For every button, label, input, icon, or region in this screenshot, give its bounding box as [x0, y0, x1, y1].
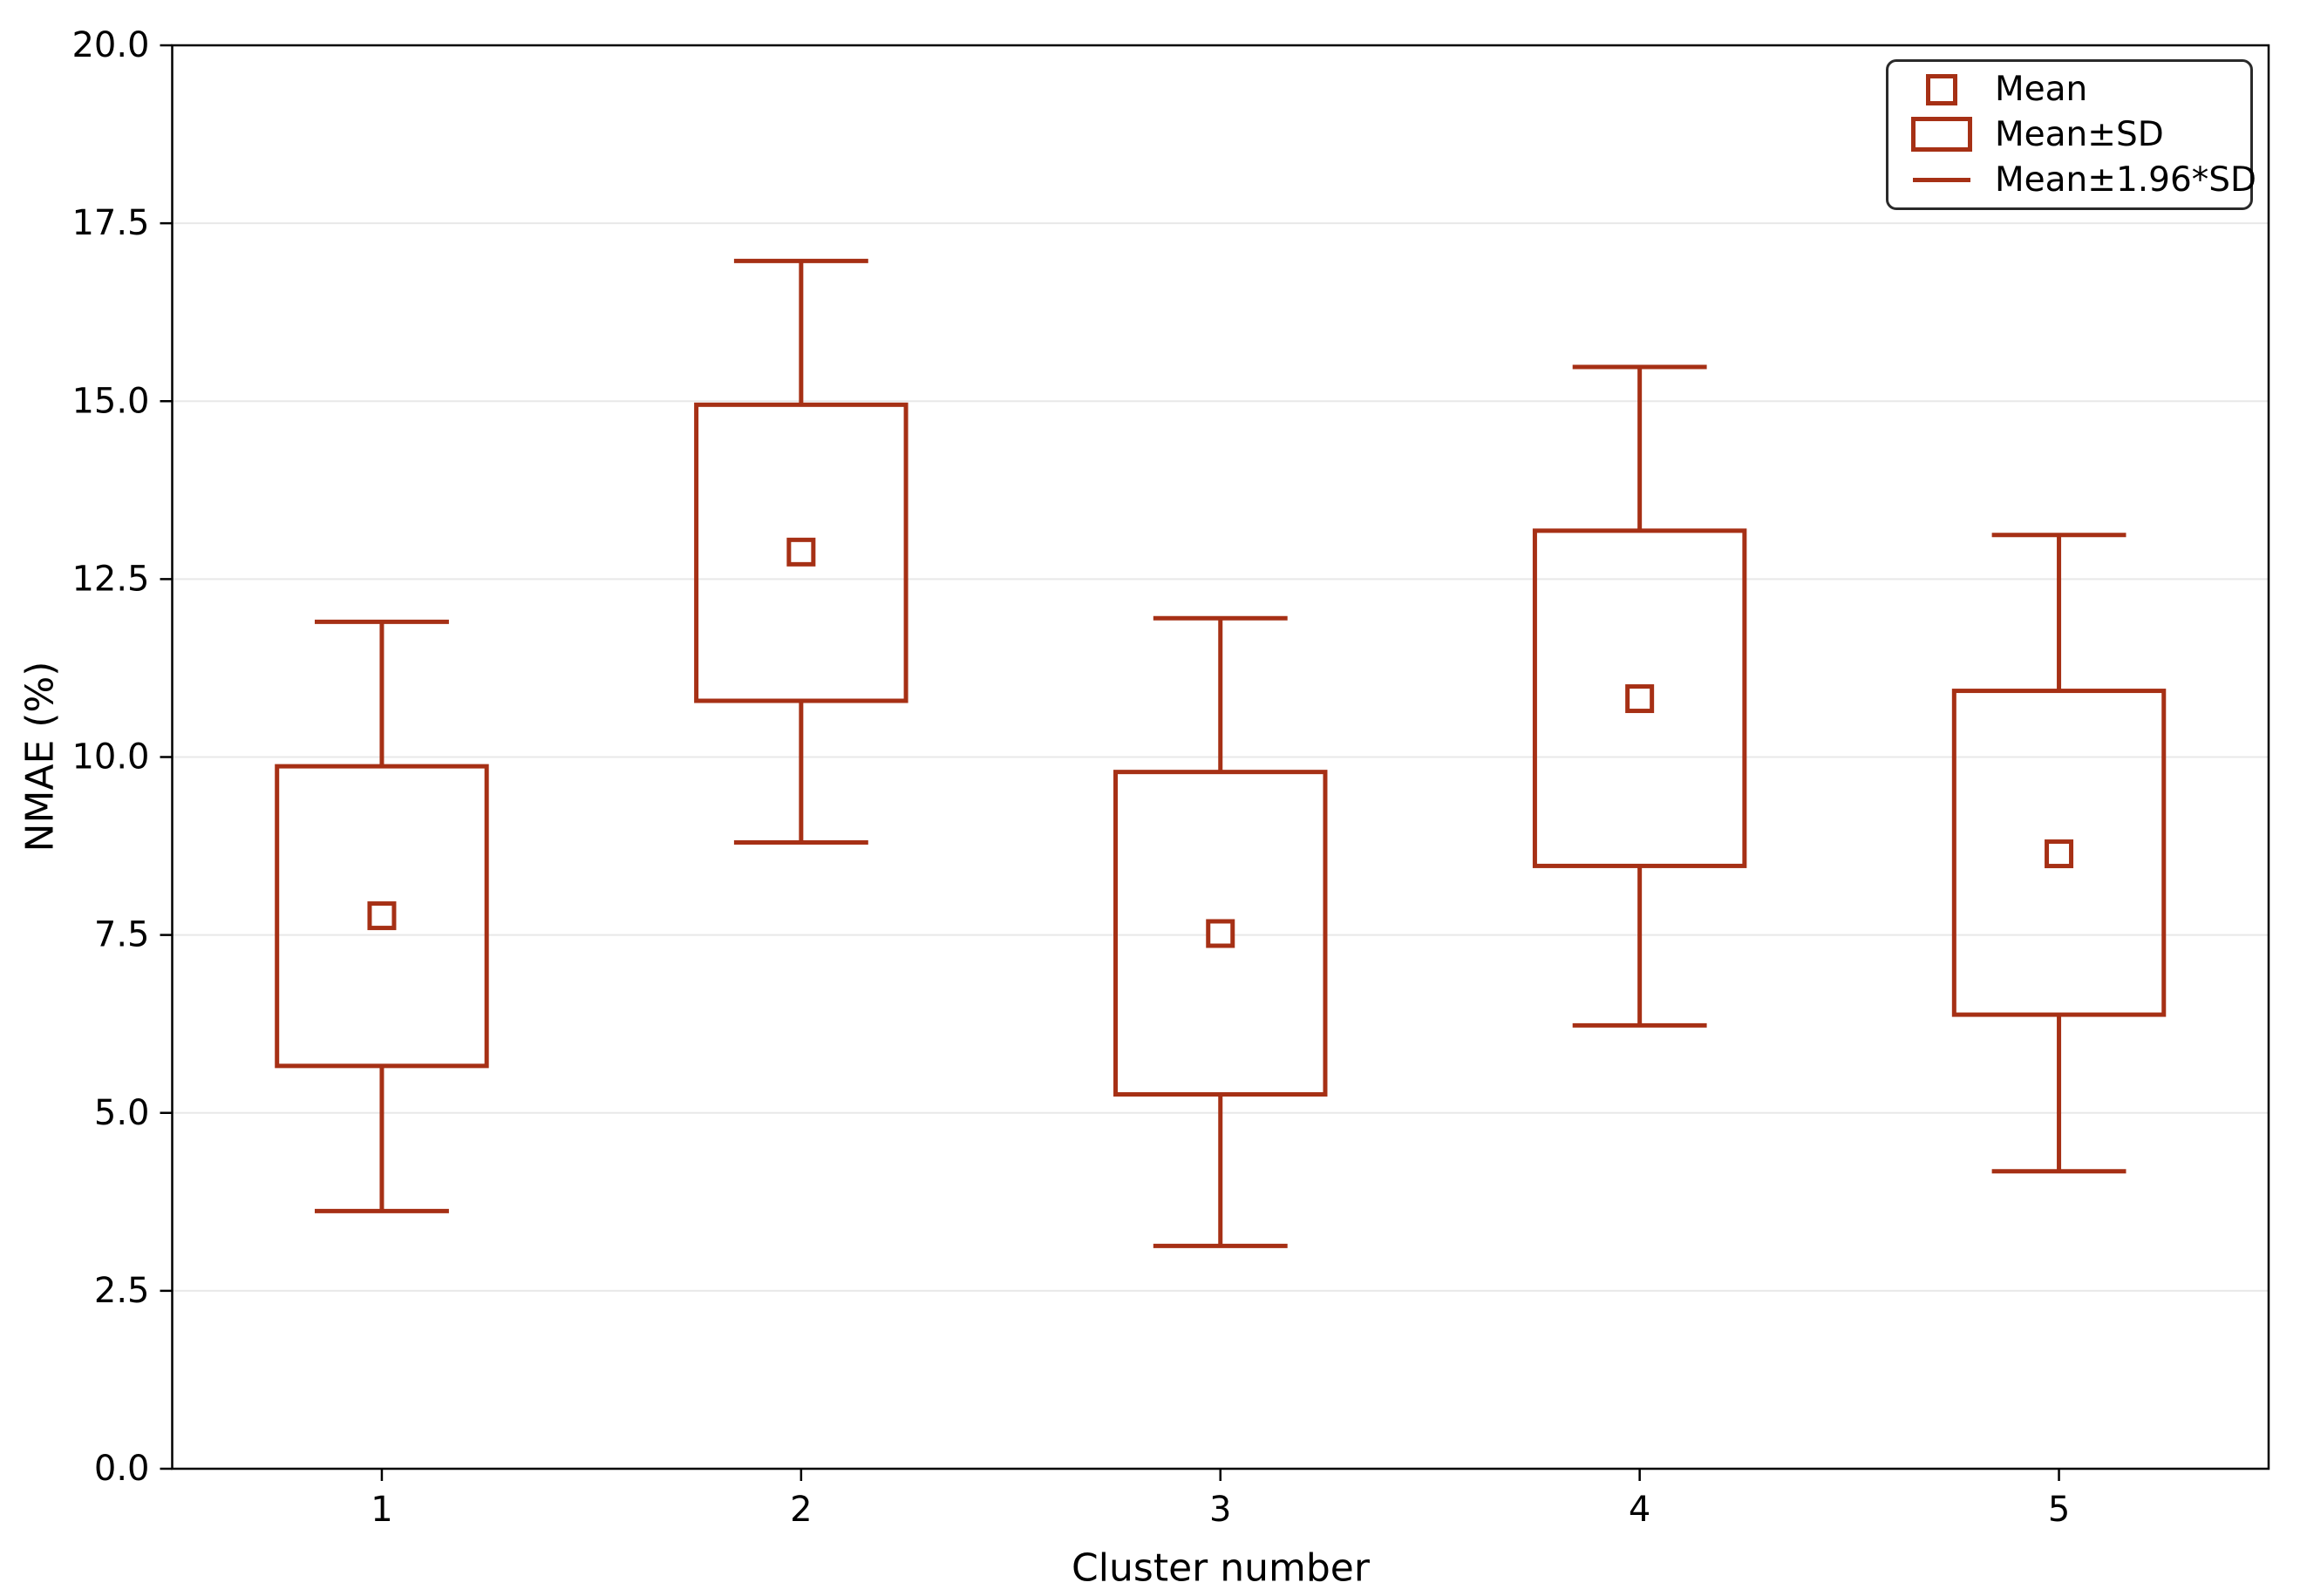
y-tick-label: 17.5 — [71, 203, 149, 243]
cluster-5-mean-marker — [2045, 839, 2074, 869]
x-tick-label: 3 — [1209, 1490, 1231, 1530]
x-tick-label: 1 — [371, 1490, 392, 1530]
legend: Mean Mean±SD Mean±1.96*SD — [1886, 59, 2256, 210]
y-tick-label: 7.5 — [94, 915, 150, 955]
x-tick-label: 2 — [790, 1490, 812, 1530]
cluster-3-mean-marker — [1206, 919, 1235, 948]
x-tick-label: 4 — [1629, 1490, 1650, 1530]
y-tick-label: 12.5 — [71, 559, 149, 599]
mean-marker-icon — [1926, 73, 1957, 105]
y-axis-label: NMAE (%) — [17, 661, 63, 852]
y-tick-label: 15.0 — [71, 381, 149, 421]
y-tick-label: 5.0 — [94, 1093, 150, 1133]
cluster-1-mean-marker — [367, 901, 397, 931]
legend-item-mean-sd: Mean±SD — [1888, 115, 2250, 154]
cluster-4-mean-marker — [1625, 684, 1655, 714]
y-tick-label: 0.0 — [94, 1449, 150, 1489]
mean-sd-box-icon — [1911, 117, 1972, 153]
legend-item-mean-196sd: Mean±1.96*SD — [1888, 160, 2256, 200]
legend-label-mean: Mean — [1995, 70, 2088, 110]
legend-label-mean-196sd: Mean±1.96*SD — [1995, 160, 2257, 200]
cluster-4-sd-box — [1532, 528, 1747, 868]
mean-196sd-line-icon — [1913, 177, 1970, 182]
cluster-2-sd-box — [694, 402, 908, 703]
cluster-5-group — [1951, 533, 2167, 1174]
cluster-1-group — [275, 619, 489, 1213]
cluster-1-sd-box — [275, 764, 489, 1069]
cluster-5-sd-box — [1951, 689, 2167, 1017]
x-axis-label: Cluster number — [1072, 1545, 1370, 1591]
legend-item-mean: Mean — [1888, 70, 2250, 109]
cluster-2-mean-marker — [786, 537, 816, 567]
plot-spines — [171, 44, 2270, 1470]
legend-label-mean-sd: Mean±SD — [1995, 114, 2164, 154]
y-tick-label: 10.0 — [71, 737, 149, 778]
x-tick-label: 5 — [2048, 1490, 2070, 1530]
cluster-4-group — [1532, 364, 1747, 1028]
cluster-3-group — [1113, 615, 1328, 1248]
cluster-2-group — [694, 258, 908, 845]
y-tick-label: 20.0 — [71, 25, 149, 65]
cluster-3-sd-box — [1113, 770, 1328, 1097]
y-tick-label: 2.5 — [94, 1271, 150, 1311]
